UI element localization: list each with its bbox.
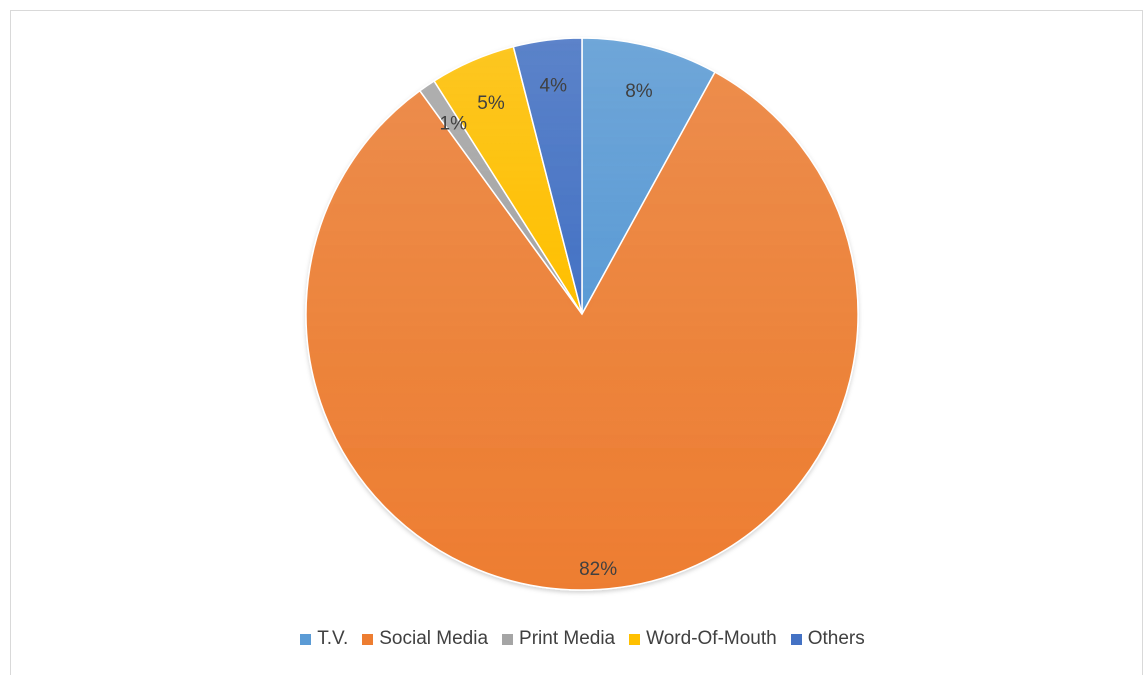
legend-label: Word-Of-Mouth [646,628,777,649]
legend-item-others[interactable]: Others [790,628,865,650]
legend-label: Others [807,628,865,649]
legend-swatch [502,633,514,645]
legend-item-word-of-mouth[interactable]: Word-Of-Mouth [629,628,777,650]
data-label-t-v: 8% [625,81,653,102]
data-label-social-media: 82% [579,559,617,580]
legend-swatch [362,633,374,645]
data-label-others: 4% [540,76,568,97]
data-label-word-of-mouth: 5% [477,93,505,114]
legend-item-social-media[interactable]: Social Media [362,628,488,650]
legend-label: Social Media [379,628,489,649]
pie-slice-social-media [305,71,859,591]
legend-swatch [790,633,802,645]
legend-label: T.V. [317,628,349,649]
chart-legend: T.V. Social Media Print Media Word-Of-Mouth… [10,628,1145,650]
pie-slice-others [512,37,583,315]
pie-slice-t-v [581,37,716,315]
legend-swatch [300,633,312,645]
pie-data-labels: 8% 82% 1% 5% 4% [440,76,653,580]
pie-slices [305,37,859,591]
data-label-print-media: 1% [440,114,468,135]
legend-item-t-v[interactable]: T.V. [300,628,348,650]
legend-label: Print Media [519,628,616,649]
legend-item-print-media[interactable]: Print Media [502,628,615,650]
legend-swatch [629,633,641,645]
